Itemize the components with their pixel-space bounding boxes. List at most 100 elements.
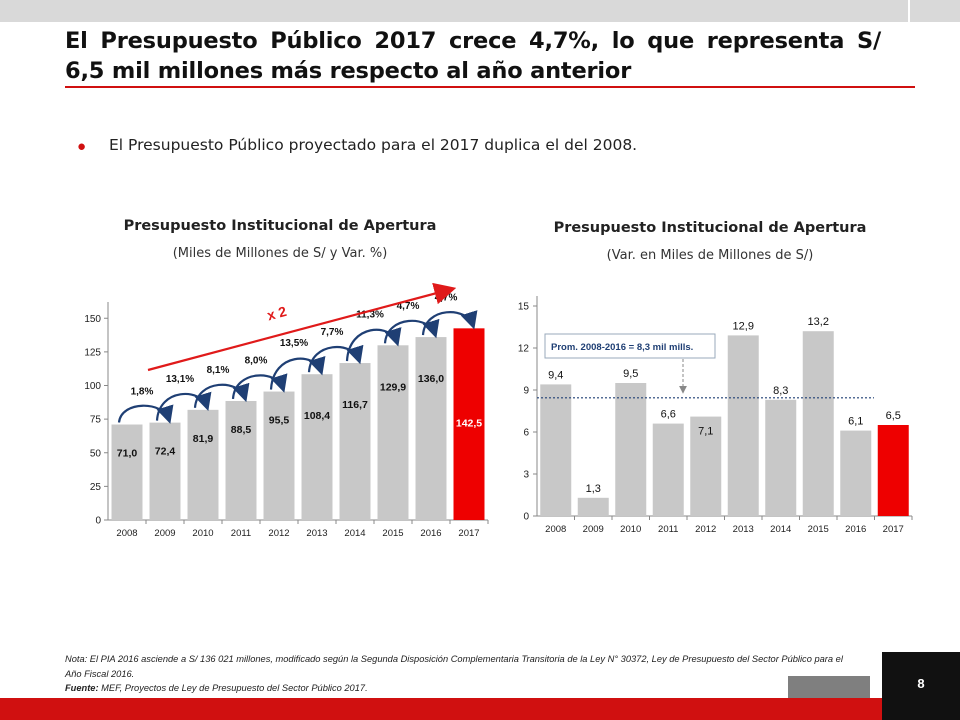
chart1-growth-arrow	[383, 318, 440, 344]
chart2-x-tick-label: 2008	[545, 524, 566, 535]
chart1-x-tick-label: 2015	[382, 528, 403, 539]
chart1-x-tick-label: 2011	[231, 528, 251, 539]
chart1-growth-arrow	[155, 391, 212, 421]
chart2-title: Presupuesto Institucional de Apertura	[553, 220, 867, 236]
chart2-x-tick-label: 2010	[620, 524, 641, 535]
chart1-growth-arrow	[269, 355, 326, 390]
chart1-trend-arrow	[147, 282, 457, 372]
chart1-bar	[111, 424, 143, 520]
chart1-bar	[187, 409, 219, 520]
chart2-bar	[727, 335, 759, 516]
chart1-bar	[415, 337, 447, 520]
chart1-growth-label: 4,7%	[397, 301, 420, 312]
chart1-x-tick-label: 2010	[192, 528, 213, 539]
chart1-bar	[339, 363, 371, 520]
chart1-value-label: 88,5	[231, 424, 252, 436]
chart1-bar	[377, 345, 409, 520]
chart1-growth-arrow	[345, 327, 402, 362]
chart1-y-tick-label: 50	[90, 448, 102, 459]
chart1-y-tick-label: 100	[84, 381, 101, 392]
chart2-value-label: 9,5	[623, 368, 638, 380]
chart1-growth-label: 8,1%	[207, 365, 230, 376]
chart1-value-label: 95,5	[269, 415, 290, 427]
source-label: Fuente:	[65, 683, 99, 693]
chart1-value-label: 71,0	[117, 448, 138, 460]
chart1-growth-arrow	[193, 382, 250, 408]
chart1-growth-label: 13,5%	[280, 338, 308, 349]
chart2-y-tick-label: 0	[523, 512, 529, 523]
chart1-bar	[453, 328, 485, 520]
chart2-value-label: 1,3	[586, 483, 601, 495]
chart1-growth-arrow	[231, 373, 288, 400]
chart2-subtitle: (Var. en Miles de Millones de S/)	[606, 248, 814, 263]
bullet-text: El Presupuesto Público proyectado para e…	[109, 136, 638, 154]
chart1-y-tick-label: 75	[90, 415, 102, 426]
chart2-y-tick-label: 12	[518, 344, 530, 355]
chart1-x-tick-label: 2013	[306, 528, 327, 539]
chart2-y-tick-label: 15	[518, 302, 530, 313]
chart2-x-tick-label: 2009	[583, 524, 604, 535]
chart2-x-tick-label: 2017	[883, 524, 904, 535]
chart1-x-tick-label: 2012	[268, 528, 289, 539]
chart1-growth-arrow	[307, 344, 364, 373]
chart1-growth-label: 4,7%	[435, 292, 458, 303]
chart2-x-tick-label: 2013	[733, 524, 754, 535]
chart2-bar	[765, 399, 797, 516]
chart1-value-label: 108,4	[304, 410, 330, 422]
chart1-bar	[225, 400, 257, 520]
chart2-value-label: 6,1	[848, 416, 863, 428]
chart1-x-tick-label: 2009	[154, 528, 175, 539]
chart1-value-label: 72,4	[155, 446, 176, 458]
chart1-x-tick-label: 2014	[344, 528, 365, 539]
chart2-x-tick-label: 2016	[845, 524, 866, 535]
chart2-bar	[840, 430, 872, 516]
chart1-bar	[263, 391, 295, 520]
chart1-growth-label: 7,7%	[321, 327, 344, 338]
chart2-average-box	[544, 333, 716, 359]
chart1-growth-label: 1,8%	[131, 387, 154, 398]
chart1-growth-arrow	[421, 310, 478, 336]
chart1-value-label: 81,9	[193, 433, 214, 445]
chart2-bar	[877, 425, 909, 516]
chart2-value-label: 9,4	[548, 369, 563, 381]
chart1-growth-label: 8,0%	[245, 356, 268, 367]
chart2-x-tick-label: 2015	[808, 524, 829, 535]
chart1-y-tick-label: 150	[84, 314, 101, 325]
chart2-value-label: 6,6	[661, 409, 676, 421]
title-underline	[65, 86, 915, 88]
source-line: Fuente: MEF, Proyectos de Ley de Presupu…	[65, 681, 855, 696]
chart1-growth-label: 13,1%	[166, 374, 194, 385]
chart2-bar	[615, 383, 647, 516]
chart2-bar	[690, 416, 722, 516]
note-text: Nota: El PIA 2016 asciende a S/ 136 021 …	[65, 654, 843, 679]
slide-title: El Presupuesto Público 2017 crece 4,7%, …	[65, 28, 881, 84]
chart1-title: Presupuesto Institucional de Apertura	[123, 218, 437, 234]
chart2-y-tick-label: 3	[523, 470, 529, 481]
chart1-y-tick-label: 125	[84, 347, 101, 358]
chart2-x-tick-label: 2011	[658, 524, 678, 535]
chart1-x-tick-label: 2008	[116, 528, 137, 539]
chart1-value-label: 136,0	[418, 373, 444, 385]
chart1-bar	[149, 422, 181, 520]
chart2-y-tick-label: 6	[523, 428, 529, 439]
chart2-value-label: 8,3	[773, 385, 788, 397]
chart2-y-tick-label: 9	[523, 386, 529, 397]
chart2-bar	[577, 497, 609, 516]
chart2-x-tick-label: 2012	[695, 524, 716, 535]
top-bar	[0, 0, 960, 22]
chart1-growth-arrow	[117, 404, 174, 424]
chart2-bar	[652, 423, 684, 516]
chart2-value-label: 12,9	[733, 320, 754, 332]
chart1-bar	[301, 374, 333, 520]
footer-red-bar	[0, 698, 960, 720]
chart2-average-label: Prom. 2008-2016 = 8,3 mil mills.	[551, 342, 693, 353]
chart1-trend-label: x 2	[265, 303, 288, 324]
chart1-value-label: 142,5	[456, 417, 482, 429]
chart1-subtitle: (Miles de Millones de S/ y Var. %)	[172, 246, 388, 261]
chart2-value-label: 13,2	[808, 316, 829, 328]
bullet-dot-icon: ●	[77, 138, 87, 155]
chart2-bar	[802, 331, 834, 516]
chart1-x-tick-label: 2016	[420, 528, 441, 539]
chart1-value-label: 129,9	[380, 381, 406, 393]
